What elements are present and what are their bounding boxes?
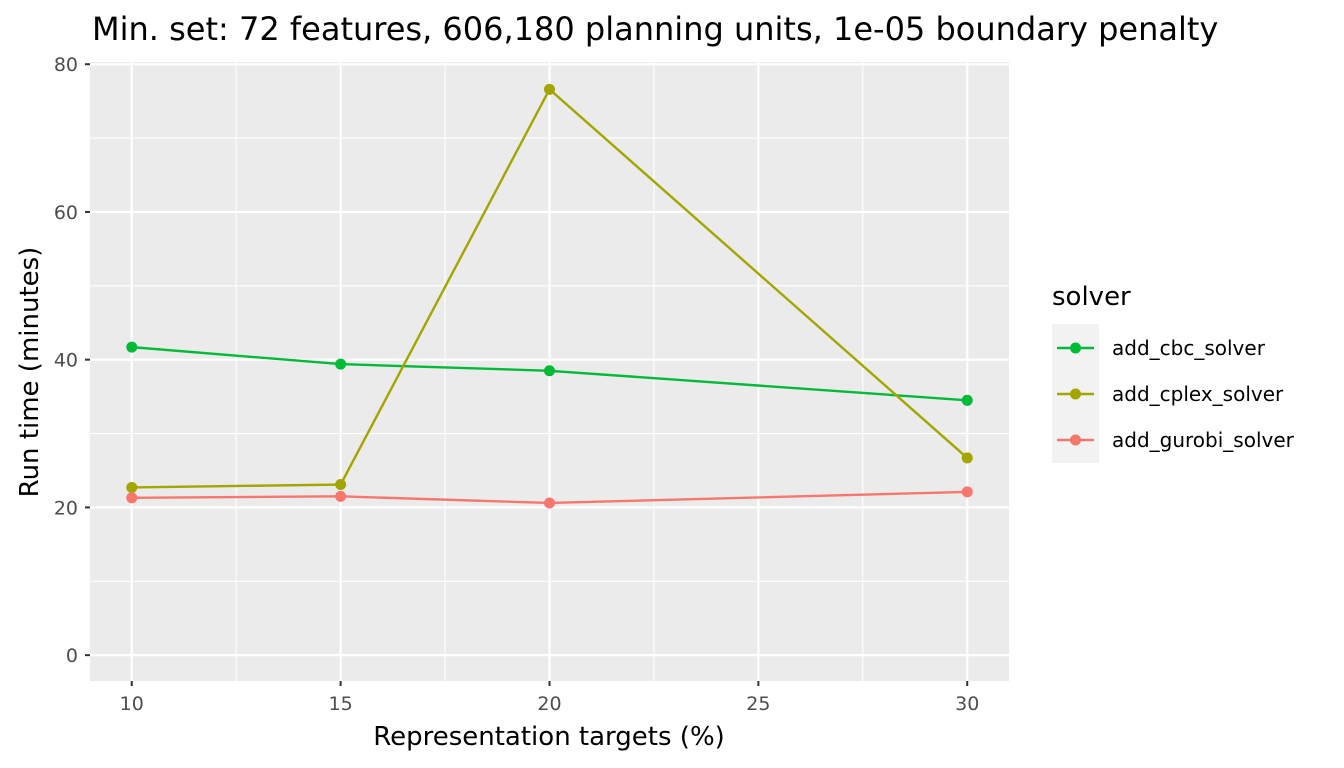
data-point: [335, 479, 347, 491]
data-point: [126, 481, 138, 493]
y-tick-label: 20: [54, 497, 78, 519]
legend-label: add_gurobi_solver: [1112, 428, 1295, 452]
legend-item: add_gurobi_solver: [1057, 428, 1295, 452]
x-axis-title: Representation targets (%): [373, 722, 725, 752]
y-tick-label: 40: [54, 350, 78, 372]
x-tick-label: 15: [329, 693, 353, 715]
legend-item: add_cplex_solver: [1057, 382, 1284, 406]
x-tick-label: 10: [120, 693, 144, 715]
data-point: [335, 358, 347, 370]
data-point: [335, 490, 347, 502]
legend-title: solver: [1052, 282, 1131, 312]
data-point: [961, 486, 973, 498]
series-layer: [126, 83, 973, 509]
data-point: [961, 394, 973, 406]
legend: solver add_cbc_solveradd_cplex_solveradd…: [1052, 282, 1295, 463]
series-line: [131, 490, 968, 505]
legend-label: add_cbc_solver: [1112, 336, 1266, 360]
x-tick-label: 30: [955, 693, 979, 715]
series-add_gurobi_solver: [126, 486, 973, 509]
data-point: [126, 492, 138, 504]
series-line: [131, 345, 968, 402]
legend-item: add_cbc_solver: [1057, 336, 1266, 360]
x-tick-label: 20: [537, 693, 561, 715]
data-point: [126, 341, 138, 353]
legend-key-point: [1070, 388, 1081, 400]
data-point: [544, 497, 555, 509]
legend-items: add_cbc_solver add_cplex_solver add_gurobi…: [1057, 336, 1295, 452]
x-tick-label: 25: [746, 693, 770, 715]
legend-label: add_cplex_solver: [1112, 382, 1284, 406]
axes: 10 15 20 25 30 0 20 40 60 80: [54, 54, 980, 715]
data-point: [544, 365, 555, 377]
series-add_cbc_solver: [126, 341, 973, 406]
y-tick-label: 60: [54, 202, 78, 224]
legend-key-point: [1070, 434, 1081, 446]
data-point: [961, 452, 973, 464]
data-point: [544, 83, 555, 95]
chart-title: Min. set: 72 features, 606,180 planning …: [92, 10, 1218, 48]
series-add_cplex_solver: [126, 83, 973, 493]
y-tick-label: 0: [66, 645, 78, 667]
series-line: [131, 87, 969, 489]
y-tick-label: 80: [54, 54, 78, 76]
y-axis-title: Run time (minutes): [15, 247, 45, 498]
legend-key-point: [1070, 342, 1081, 354]
